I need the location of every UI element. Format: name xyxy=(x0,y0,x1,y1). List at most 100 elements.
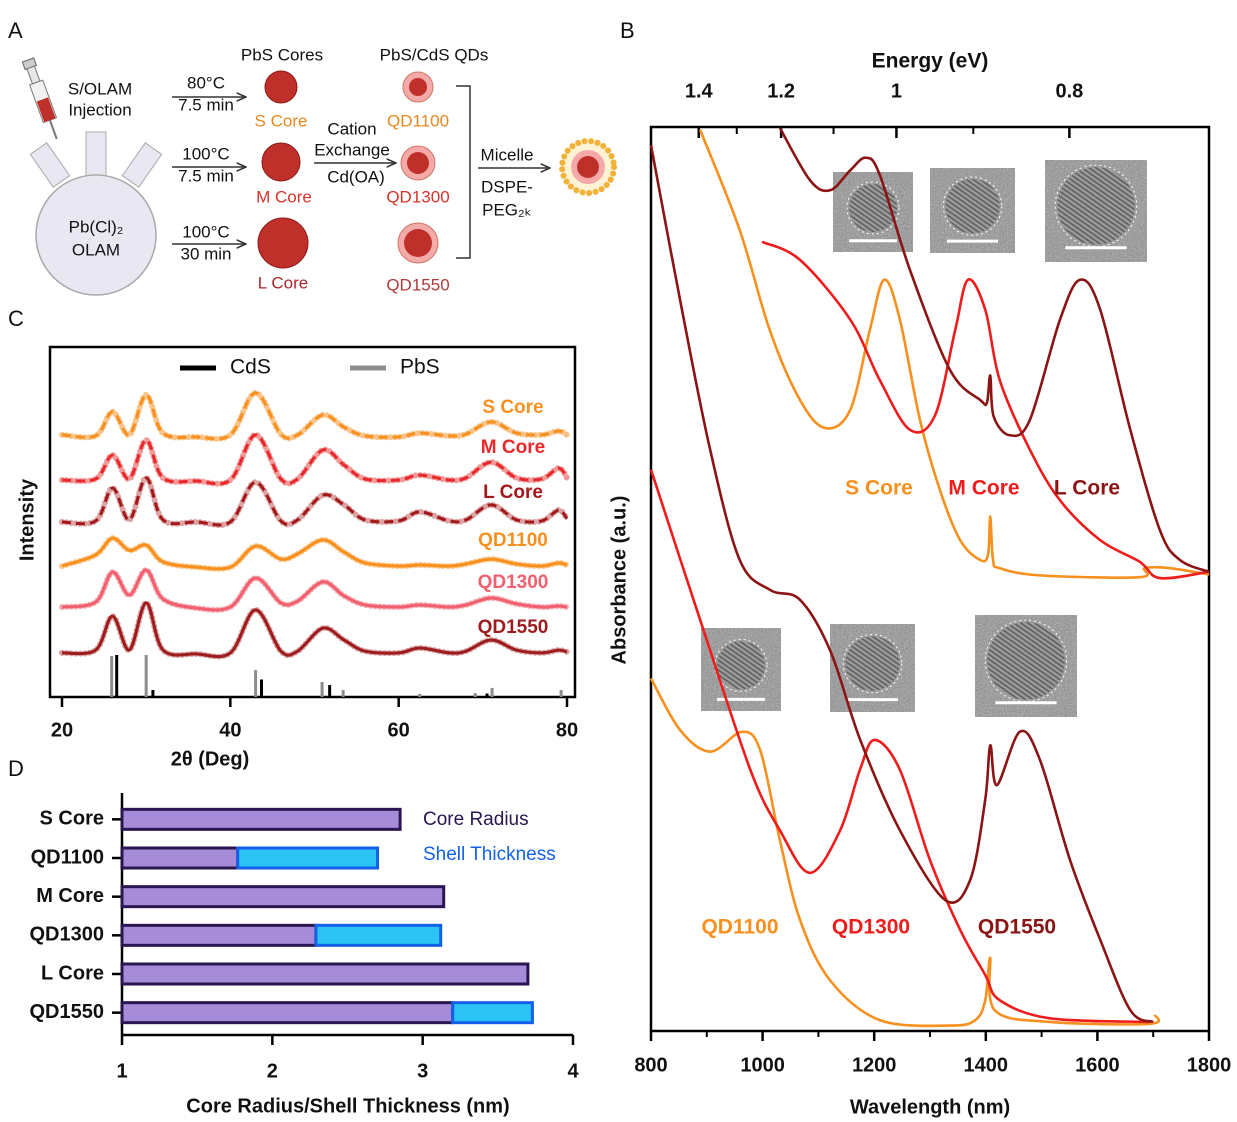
flask-neck xyxy=(30,143,69,187)
tem-particle xyxy=(845,636,899,690)
core-particle xyxy=(265,71,297,103)
syringe xyxy=(21,58,63,142)
bar-segment xyxy=(453,1003,533,1023)
schematic-text: 30 min xyxy=(180,244,231,263)
schematic-text: PEG₂ₖ xyxy=(482,200,532,219)
x2-tick-label: 1.2 xyxy=(767,80,795,102)
tem-inset xyxy=(1045,160,1147,262)
syringe-rod xyxy=(27,66,40,84)
schematic-text: 7.5 min xyxy=(178,166,234,185)
series-line xyxy=(762,242,1209,579)
bracket xyxy=(456,86,470,258)
legend-label: CdS xyxy=(230,356,271,379)
x-axis-title: Wavelength (nm) xyxy=(850,1096,1010,1118)
schematic-text: L Core xyxy=(258,273,308,292)
core-particle xyxy=(258,218,308,268)
bar-segment xyxy=(122,887,444,907)
x-tick-label: 1200 xyxy=(852,1054,897,1076)
x-tick-label: 20 xyxy=(51,719,73,741)
y-axis-title: Absorbance (a.u.) xyxy=(608,496,630,665)
x-tick-label: 2 xyxy=(267,1060,278,1082)
bar-segment xyxy=(122,925,316,945)
schematic-text: M Core xyxy=(256,187,312,206)
schematic-text: QD1550 xyxy=(386,275,449,294)
plot-frame xyxy=(651,127,1209,1031)
series-label: S Core xyxy=(845,477,913,500)
x2-axis-title: Energy (eV) xyxy=(872,50,989,73)
series-label: QD1100 xyxy=(701,916,778,939)
legend-label: Shell Thickness xyxy=(423,844,556,865)
core-particle xyxy=(262,143,300,181)
x-axis-title: Core Radius/Shell Thickness (nm) xyxy=(186,1095,509,1117)
panel-label: B xyxy=(620,18,635,43)
schematic-text: 100°C xyxy=(182,144,229,163)
bar-segment xyxy=(238,848,378,868)
bar-segment xyxy=(122,809,400,829)
legend-label: PbS xyxy=(400,356,440,379)
x2-tick-label: 1 xyxy=(891,80,902,102)
series-label: QD1300 xyxy=(478,572,549,593)
schematic-text: PbS/CdS QDs xyxy=(380,45,489,64)
tem-particle xyxy=(945,179,999,233)
qd-core xyxy=(409,78,427,96)
schematic-text: Cation xyxy=(327,119,376,138)
series-label: QD1550 xyxy=(478,617,549,638)
x-axis-title: 2θ (Deg) xyxy=(171,748,250,770)
x-tick-label: 4 xyxy=(567,1060,579,1082)
schematic-text: 80°C xyxy=(187,73,225,92)
series-label: L Core xyxy=(1054,477,1120,500)
tem-inset xyxy=(930,168,1015,253)
series-label: L Core xyxy=(483,482,543,503)
schematic-text: S/OLAM xyxy=(68,79,132,98)
x2-tick-label: 1.4 xyxy=(685,80,714,102)
schematic-text: Cd(OA) xyxy=(327,167,385,186)
x-tick-label: 1 xyxy=(116,1060,127,1082)
series-line xyxy=(651,470,1150,1022)
tem-particle xyxy=(987,622,1065,700)
schematic-text: Micelle xyxy=(481,145,534,164)
bar-segment xyxy=(316,925,441,945)
x-tick-label: 3 xyxy=(417,1060,428,1082)
syringe-needle xyxy=(50,120,57,139)
schematic-text: Pb(Cl)₂ xyxy=(69,217,124,236)
x-tick-label: 1000 xyxy=(740,1054,785,1076)
y-axis-title: Intensity xyxy=(16,478,38,561)
series-label: M Core xyxy=(948,477,1019,500)
x-tick-label: 1600 xyxy=(1075,1054,1120,1076)
legend-label: Core Radius xyxy=(423,809,529,830)
bar-segment xyxy=(122,848,238,868)
y-tick-label: M Core xyxy=(36,885,104,907)
x-tick-label: 1800 xyxy=(1187,1054,1232,1076)
tem-inset xyxy=(701,628,781,711)
schematic-text: OLAM xyxy=(72,240,120,259)
panel-label: C xyxy=(8,306,24,331)
bar-segment xyxy=(122,964,528,984)
series-line xyxy=(651,145,1153,1022)
x-tick-label: 40 xyxy=(219,719,241,741)
flask-neck xyxy=(86,132,106,177)
schematic-text: Exchange xyxy=(314,140,390,159)
qd-core xyxy=(577,156,599,178)
series-label: QD1550 xyxy=(978,916,1056,939)
panel-label: A xyxy=(8,18,23,43)
x-tick-label: 60 xyxy=(388,719,410,741)
schematic-text: 100°C xyxy=(182,222,229,241)
series-label: QD1100 xyxy=(478,530,548,551)
flask-neck xyxy=(122,143,161,187)
schematic-text: QD1100 xyxy=(387,111,449,130)
qd-core xyxy=(404,229,432,257)
tem-inset xyxy=(975,615,1077,717)
y-tick-label: QD1100 xyxy=(31,846,104,868)
series-line xyxy=(651,678,1159,1025)
x-tick-label: 800 xyxy=(634,1054,667,1076)
x-tick-label: 80 xyxy=(556,719,578,741)
x-tick-label: 1400 xyxy=(964,1054,1009,1076)
x2-tick-label: 0.8 xyxy=(1055,80,1083,102)
figure: A B C D S/OLAM Injection Pb(Cl)₂ OLAM 80… xyxy=(0,0,1237,1122)
schematic-text: S Core xyxy=(255,111,308,130)
schematic-text: PbS Cores xyxy=(241,45,323,64)
schematic-text: QD1300 xyxy=(386,187,449,206)
y-tick-label: QD1300 xyxy=(30,924,105,946)
tem-particle xyxy=(1057,167,1135,245)
series-label: QD1300 xyxy=(832,916,910,939)
